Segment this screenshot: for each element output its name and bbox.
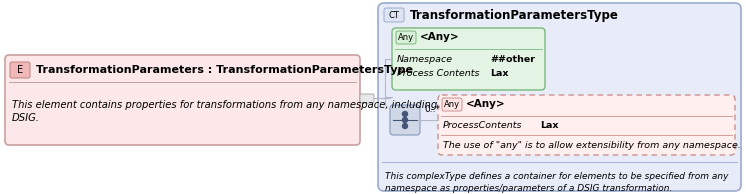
FancyBboxPatch shape bbox=[378, 3, 741, 191]
Text: ProcessContents: ProcessContents bbox=[443, 121, 522, 131]
FancyBboxPatch shape bbox=[390, 105, 420, 135]
Text: 0..*: 0..* bbox=[424, 105, 440, 114]
Circle shape bbox=[403, 112, 407, 117]
Text: E: E bbox=[17, 65, 23, 75]
FancyBboxPatch shape bbox=[384, 8, 404, 22]
FancyBboxPatch shape bbox=[396, 31, 416, 44]
Text: CT: CT bbox=[389, 10, 399, 20]
FancyBboxPatch shape bbox=[360, 94, 374, 103]
Text: This complexType defines a container for elements to be specified from any
names: This complexType defines a container for… bbox=[385, 172, 729, 193]
Text: <Any>: <Any> bbox=[420, 32, 460, 42]
FancyBboxPatch shape bbox=[10, 62, 30, 78]
Text: ##other: ##other bbox=[490, 55, 535, 64]
Text: Process Contents: Process Contents bbox=[397, 69, 480, 79]
Text: Lax: Lax bbox=[490, 69, 509, 79]
FancyBboxPatch shape bbox=[442, 98, 462, 111]
Text: TransformationParametersType: TransformationParametersType bbox=[410, 9, 619, 22]
Text: This element contains properties for transformations from any namespace, includi: This element contains properties for tra… bbox=[12, 100, 437, 123]
Text: Lax: Lax bbox=[540, 121, 559, 131]
Circle shape bbox=[403, 124, 407, 128]
Text: Any: Any bbox=[444, 100, 460, 109]
Text: Namespace: Namespace bbox=[397, 55, 453, 64]
FancyBboxPatch shape bbox=[5, 55, 360, 145]
FancyBboxPatch shape bbox=[392, 28, 545, 90]
FancyBboxPatch shape bbox=[438, 95, 735, 155]
Text: Any: Any bbox=[398, 33, 414, 42]
Text: The use of "any" is to allow extensibility from any namespace.: The use of "any" is to allow extensibili… bbox=[443, 140, 741, 150]
Text: TransformationParameters : TransformationParametersType: TransformationParameters : Transformatio… bbox=[36, 65, 413, 75]
Circle shape bbox=[403, 118, 407, 122]
Text: <Any>: <Any> bbox=[466, 99, 506, 109]
